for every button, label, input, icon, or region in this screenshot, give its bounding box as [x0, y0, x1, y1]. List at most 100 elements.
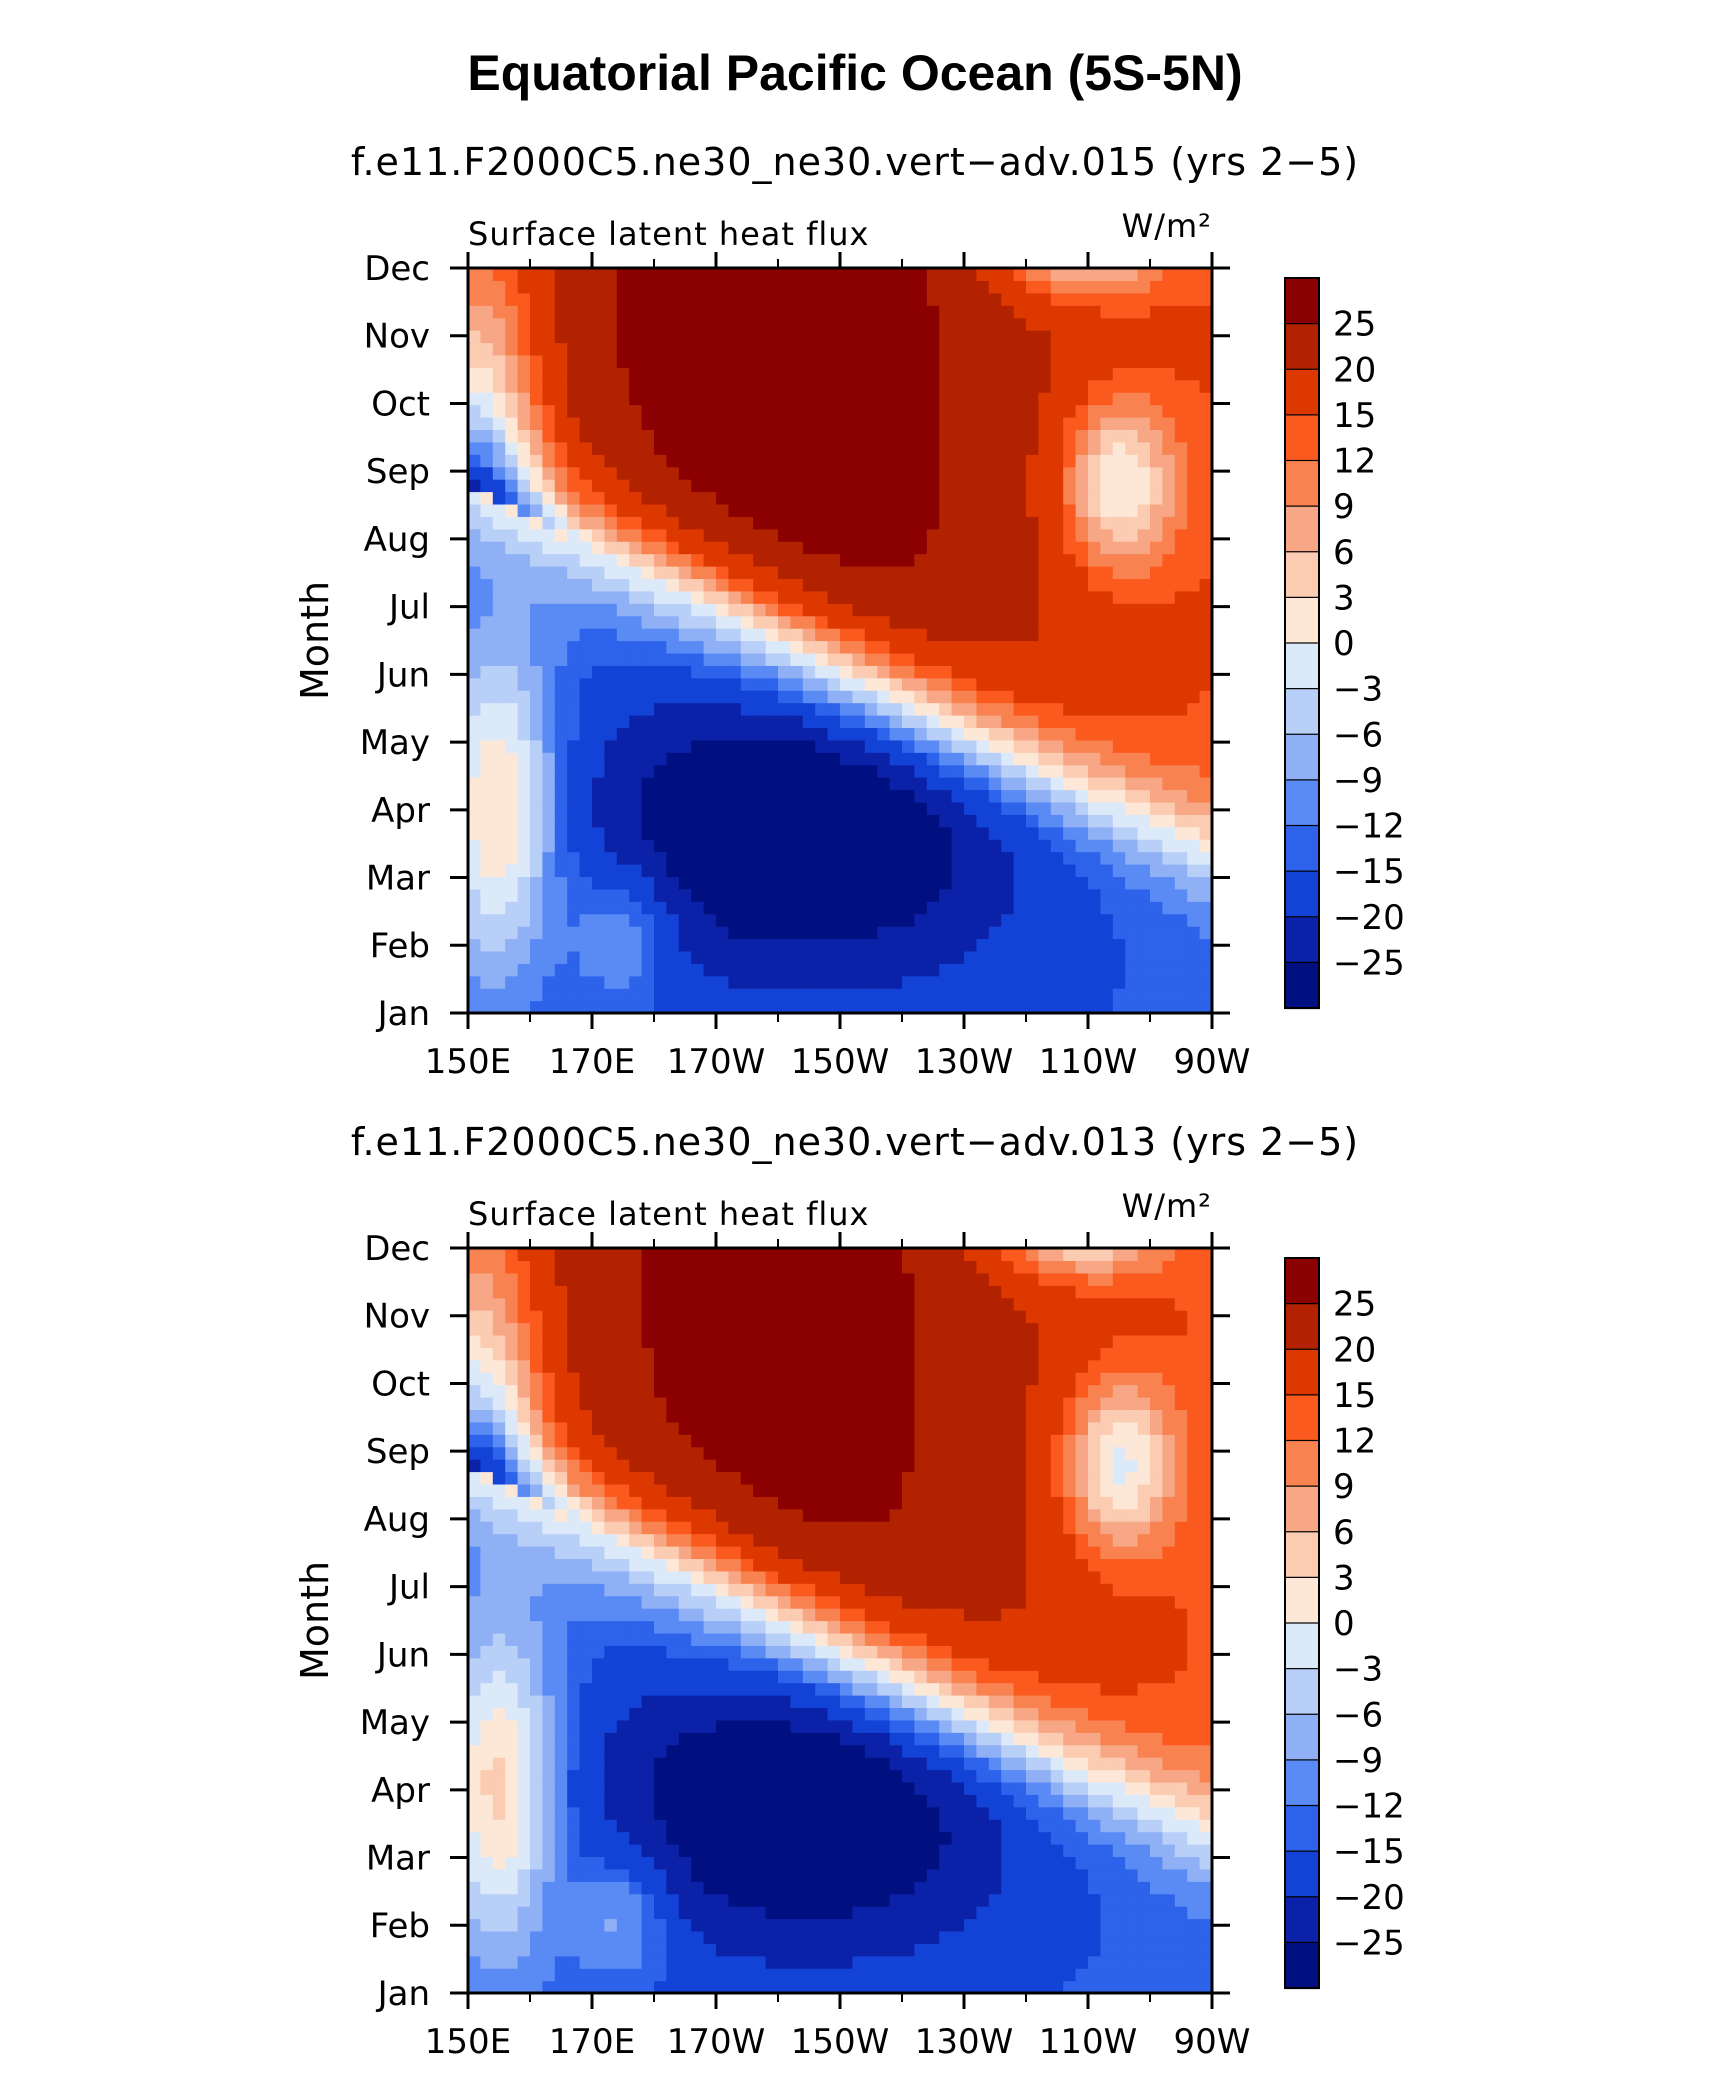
heatmap-cell: [579, 1533, 593, 1547]
heatmap-cell: [1137, 466, 1151, 480]
heatmap-cell: [1026, 330, 1039, 344]
heatmap-cell: [554, 429, 568, 443]
heatmap-cell: [988, 491, 1002, 505]
heatmap-cell: [790, 801, 804, 815]
heatmap-cell: [1050, 429, 1064, 443]
heatmap-cell: [852, 876, 866, 890]
heatmap-cell: [616, 1508, 630, 1522]
heatmap-cell: [1088, 901, 1101, 915]
heatmap-cell: [1088, 715, 1101, 729]
heatmap-cell: [1001, 628, 1015, 642]
heatmap-cell: [641, 1521, 655, 1535]
heatmap-cell: [492, 1980, 506, 1994]
heatmap-cell: [579, 441, 593, 455]
heatmap-cell: [517, 1322, 531, 1336]
heatmap-cell: [678, 1707, 692, 1721]
heatmap-cell: [468, 1968, 481, 1982]
heatmap-cell: [604, 1384, 618, 1398]
heatmap-cell: [1063, 454, 1077, 468]
heatmap-cell: [716, 379, 729, 393]
heatmap-cell: [492, 491, 506, 505]
heatmap-cell: [678, 342, 692, 356]
heatmap-cell: [778, 851, 791, 865]
heatmap-cell: [480, 1943, 494, 1957]
heatmap-cell: [1088, 938, 1101, 952]
heatmap-cell: [530, 1819, 543, 1833]
heatmap-cell: [1199, 305, 1213, 319]
heatmap-cell: [1050, 715, 1064, 729]
heatmap-cell: [1088, 417, 1101, 431]
heatmap-cell: [1162, 553, 1176, 567]
heatmap-cell: [691, 1732, 705, 1746]
heatmap-cell: [492, 1471, 506, 1485]
heatmap-cell: [592, 739, 605, 753]
heatmap-cell: [517, 392, 531, 406]
heatmap-cell: [914, 566, 928, 580]
heatmap-cell: [703, 1533, 717, 1547]
heatmap-cell: [691, 379, 705, 393]
heatmap-cell: [1162, 677, 1176, 691]
heatmap-cell: [1162, 901, 1176, 915]
heatmap-cell: [678, 330, 692, 344]
heatmap-cell: [567, 926, 581, 940]
heatmap-cell: [740, 901, 754, 915]
heatmap-cell: [976, 789, 990, 803]
heatmap-cell: [964, 864, 977, 878]
heatmap-cell: [468, 1248, 481, 1262]
heatmap-cell: [753, 839, 767, 853]
heatmap-cell: [554, 1446, 568, 1460]
heatmap-cell: [939, 342, 953, 356]
heatmap-cell: [1088, 851, 1101, 865]
heatmap-cell: [877, 913, 891, 927]
heatmap-cell: [703, 1570, 717, 1584]
heatmap-cell: [592, 429, 605, 443]
heatmap-cell: [802, 292, 816, 306]
heatmap-cell: [567, 628, 581, 642]
heatmap-cell: [554, 1272, 568, 1286]
heatmap-cell: [926, 454, 940, 468]
heatmap-cell: [691, 1000, 705, 1014]
heatmap-cell: [691, 1446, 705, 1460]
heatmap-cell: [716, 1310, 729, 1324]
heatmap-cell: [877, 417, 891, 431]
heatmap-cell: [604, 1831, 618, 1845]
heatmap-cell: [1162, 640, 1176, 654]
heatmap-cell: [629, 1819, 643, 1833]
heatmap-cell: [1162, 888, 1176, 902]
heatmap-cell: [951, 640, 965, 654]
heatmap-cell: [716, 702, 729, 716]
heatmap-cell: [852, 354, 866, 368]
heatmap-cell: [654, 354, 667, 368]
heatmap-cell: [1063, 603, 1077, 617]
heatmap-cell: [567, 640, 581, 654]
heatmap-cell: [505, 652, 519, 666]
heatmap-cell: [691, 1955, 705, 1969]
heatmap-cell: [778, 975, 791, 989]
heatmap-cell: [1150, 888, 1163, 902]
heatmap-cell: [1001, 342, 1015, 356]
heatmap-cell: [678, 1868, 692, 1882]
heatmap-cell: [505, 777, 519, 791]
heatmap-cell: [889, 652, 903, 666]
heatmap-cell: [1150, 491, 1163, 505]
heatmap-cell: [492, 305, 506, 319]
heatmap-cell: [951, 317, 965, 331]
heatmap-cell: [889, 541, 903, 555]
heatmap-cell: [517, 839, 531, 853]
heatmap-cell: [579, 553, 593, 567]
heatmap-cell: [592, 1397, 605, 1411]
heatmap-cell: [703, 1310, 717, 1324]
heatmap-cell: [939, 379, 953, 393]
heatmap-cell: [641, 1856, 655, 1870]
heatmap-cell: [691, 1384, 705, 1398]
heatmap-cell: [1100, 354, 1114, 368]
heatmap-cell: [1063, 305, 1077, 319]
y-tick-label: Mar: [366, 859, 430, 899]
heatmap-cell: [1001, 864, 1015, 878]
heatmap-cell: [678, 963, 692, 977]
heatmap-cell: [616, 330, 630, 344]
heatmap-cell: [678, 590, 692, 604]
heatmap-cell: [939, 752, 953, 766]
heatmap-cell: [579, 1757, 593, 1771]
heatmap-cell: [542, 628, 556, 642]
